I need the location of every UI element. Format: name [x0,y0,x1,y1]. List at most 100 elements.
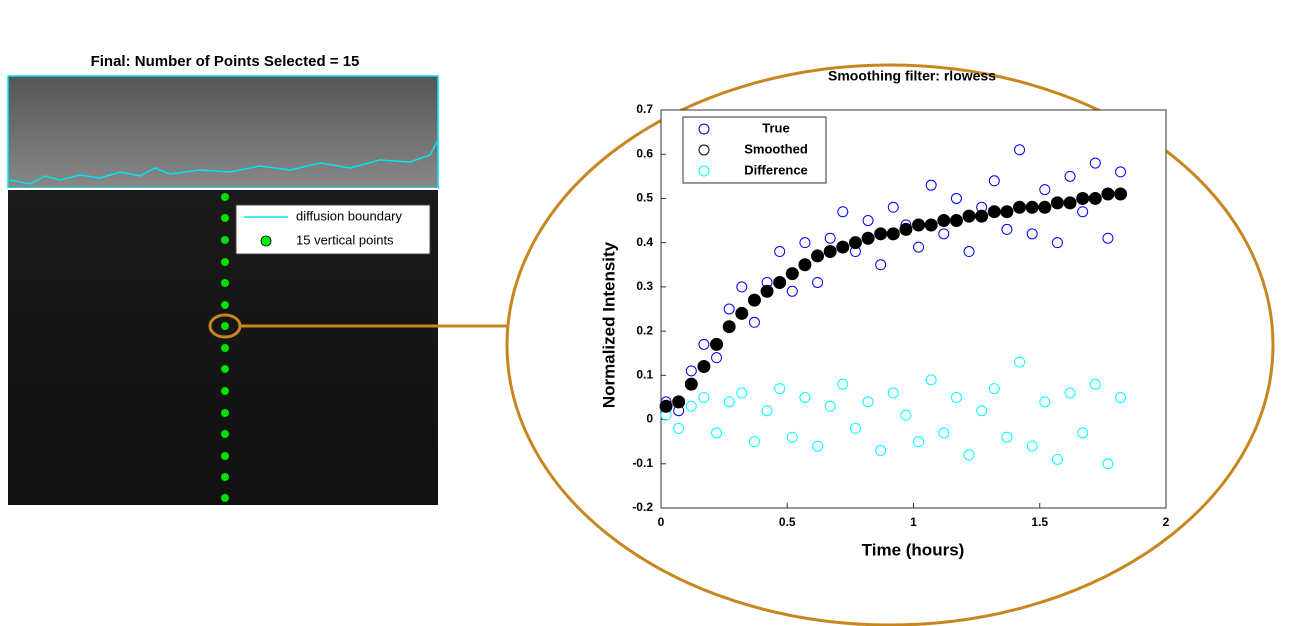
data-point [925,179,937,191]
data-point [1039,396,1051,408]
x-tick-label: 1 [910,515,917,529]
data-point [1001,431,1013,443]
data-point [938,228,950,240]
smoothed-point [722,320,736,334]
data-point [913,241,925,253]
data-point [1064,387,1076,399]
boundary-line [9,139,439,185]
smoothed-point [987,205,1001,219]
zoom-ellipse [505,63,1275,626]
data-point [1014,144,1026,156]
smoothed-point [962,209,976,223]
data-point [950,391,962,403]
smoothed-point [773,275,787,289]
data-point [698,338,710,350]
data-point [900,409,912,421]
data-point [685,400,697,412]
smoothed-point [697,359,711,373]
data-point [950,192,962,204]
legend-label: Smoothed [744,141,808,156]
smoothed-point [937,214,951,228]
data-point [963,246,975,258]
y-tick-label: 0.2 [636,323,653,337]
data-point [862,215,874,227]
data-point [988,383,1000,395]
smoothed-point [1013,200,1027,214]
data-point [887,387,899,399]
data-point [1051,453,1063,465]
smoothed-point [684,377,698,391]
smoothed-point [785,267,799,281]
data-point [1115,391,1127,403]
data-point [913,436,925,448]
smoothed-point [760,284,774,298]
smoothed-point [836,240,850,254]
data-point [1026,440,1038,452]
y-tick-label: 0.1 [636,368,653,382]
x-tick-label: 0 [658,515,665,529]
data-point [774,383,786,395]
data-point [1089,157,1101,169]
smoothed-point [975,209,989,223]
legend-label: 15 vertical points [296,232,394,247]
y-tick-label: 0.3 [636,279,653,293]
y-tick-label: -0.2 [632,500,653,514]
smoothed-point [848,236,862,250]
smoothed-point [949,214,963,228]
smoothed-point [659,399,673,413]
data-point [1039,184,1051,196]
data-point [673,422,685,434]
legend-marker [698,123,710,135]
data-point [976,405,988,417]
data-point [824,400,836,412]
data-point [1064,170,1076,182]
smoothed-point [798,258,812,272]
legend-label: diffusion boundary [296,208,403,223]
x-tick-label: 0.5 [779,515,796,529]
data-point [761,405,773,417]
data-point [1001,223,1013,235]
top-image [8,76,438,188]
data-point [723,303,735,315]
image-title: Final: Number of Points Selected = 15 [91,53,360,70]
smoothed-point [886,227,900,241]
data-point [988,175,1000,187]
data-point [698,391,710,403]
x-axis-label: Time (hours) [862,540,965,559]
legend-marker [698,144,710,156]
data-point [711,352,723,364]
data-point [824,232,836,244]
y-tick-label: 0.6 [636,146,653,160]
data-point [748,436,760,448]
data-point [799,237,811,249]
smoothed-point [823,245,837,259]
data-point [837,206,849,218]
data-point [786,285,798,297]
data-point [1014,356,1026,368]
data-point [812,440,824,452]
x-tick-label: 2 [1163,515,1170,529]
legend-dot [260,235,272,247]
y-tick-label: 0.7 [636,102,653,116]
data-point [837,378,849,390]
data-point [1077,206,1089,218]
legend-label: Difference [744,162,808,177]
smoothed-point [1050,196,1064,210]
data-point [723,396,735,408]
data-point [1026,228,1038,240]
data-point [963,449,975,461]
data-point [938,427,950,439]
data-point [1051,237,1063,249]
y-tick-label: 0.5 [636,191,653,205]
y-tick-label: 0 [646,412,653,426]
smoothed-point [1101,187,1115,201]
smoothed-point [1000,205,1014,219]
data-point [1115,166,1127,178]
smoothed-point [1076,191,1090,205]
y-tick-label: 0.4 [636,235,653,249]
data-point [862,396,874,408]
smoothed-point [735,306,749,320]
data-point [685,365,697,377]
data-point [799,391,811,403]
